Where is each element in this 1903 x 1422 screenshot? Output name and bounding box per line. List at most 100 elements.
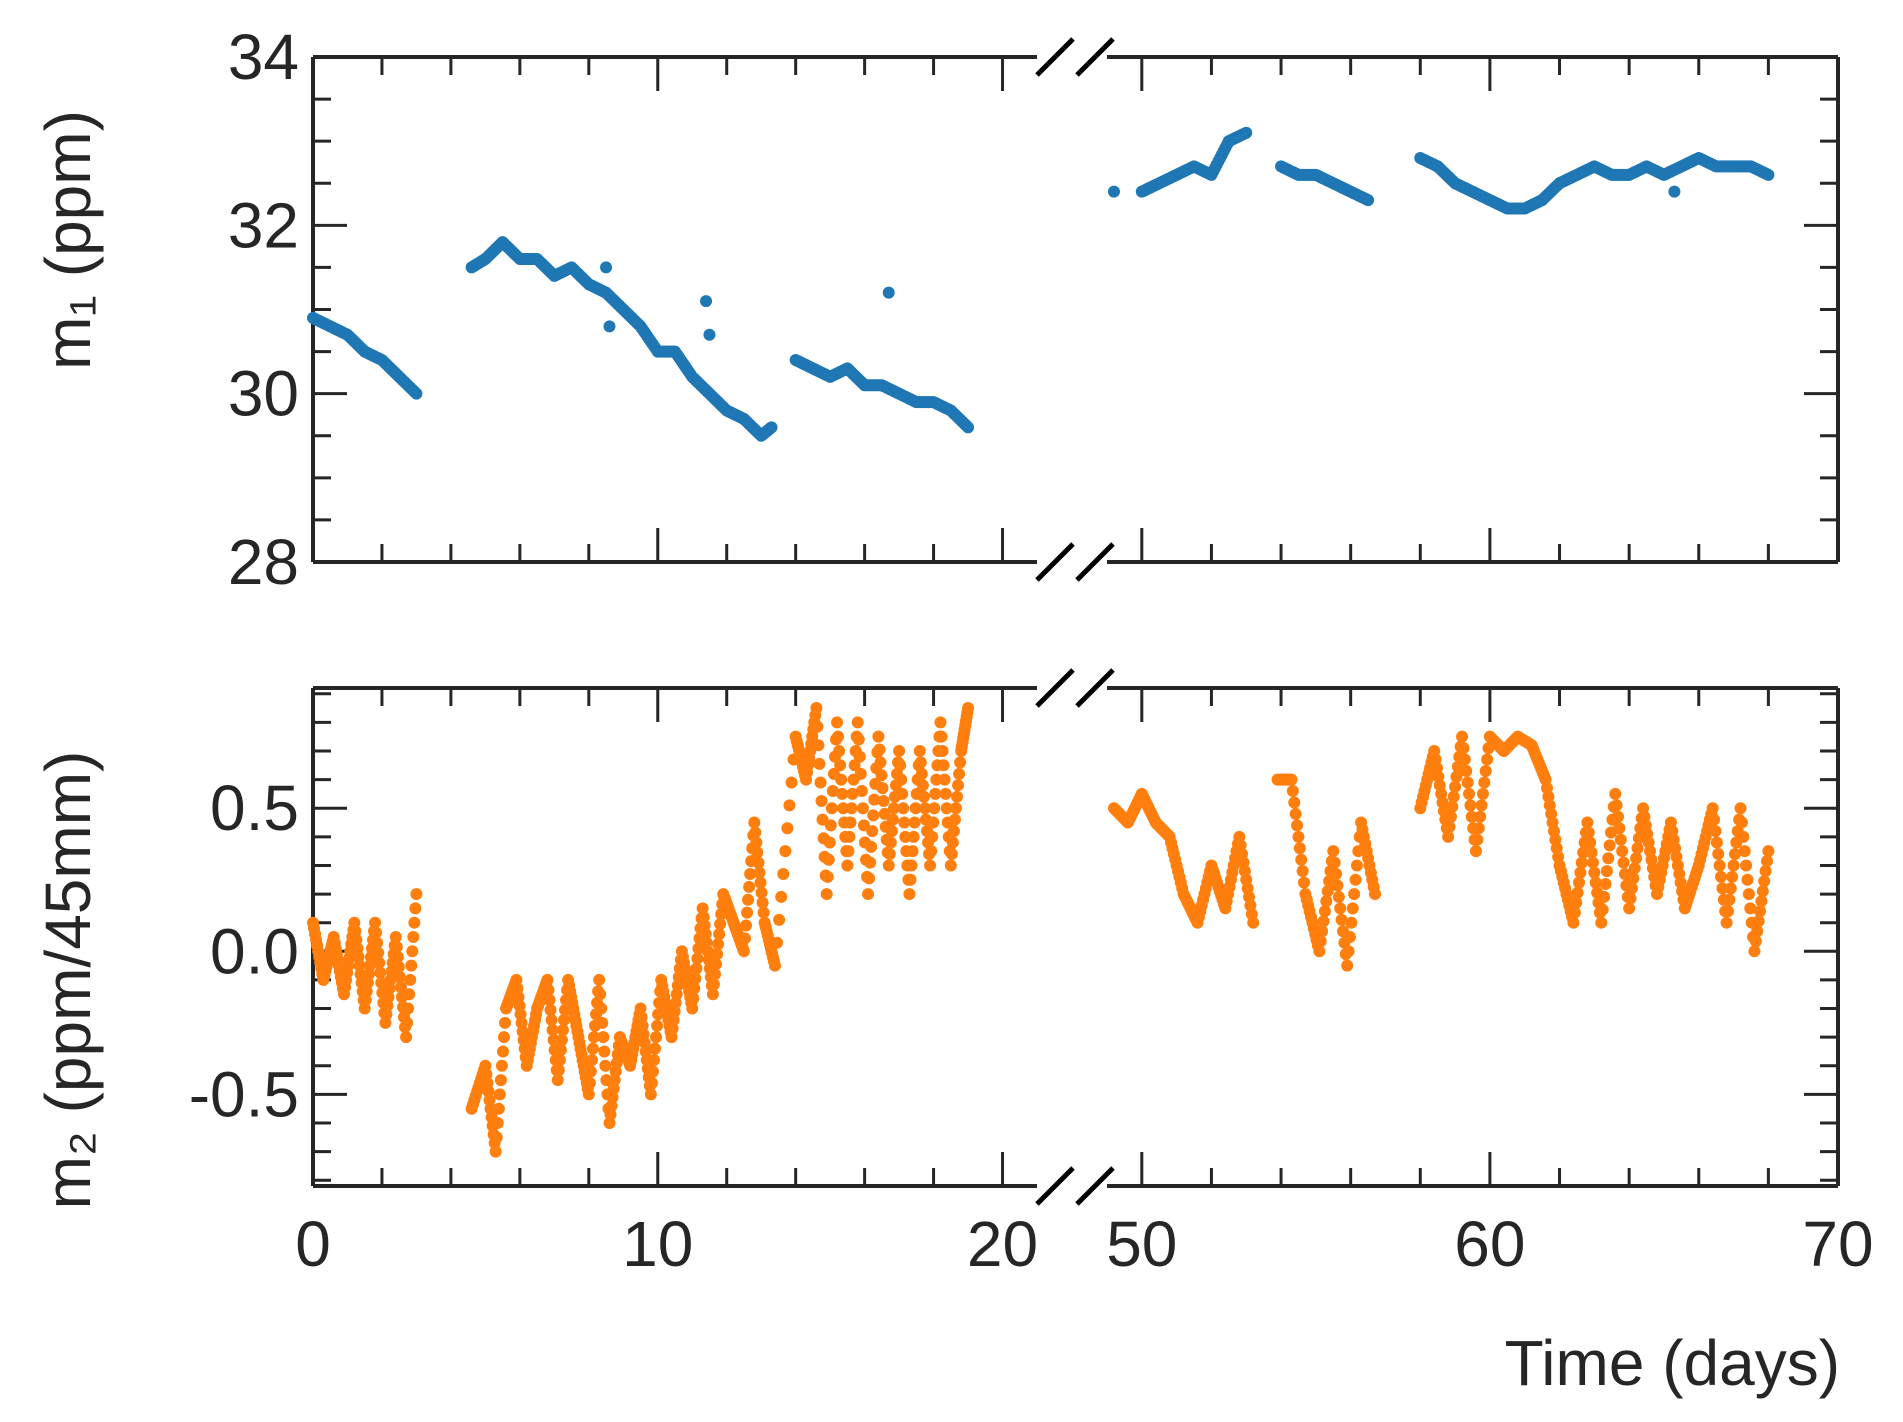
- data-point: [1722, 905, 1735, 918]
- data-point: [554, 1044, 567, 1057]
- data-point: [410, 888, 423, 901]
- data-point: [1461, 776, 1474, 789]
- data-point: [1318, 905, 1331, 918]
- data-point: [373, 956, 386, 969]
- data-point: [546, 1024, 559, 1037]
- data-point: [749, 826, 762, 839]
- data-point: [930, 773, 943, 786]
- data-point: [940, 802, 953, 815]
- series-top: [307, 126, 1775, 442]
- data-point: [832, 730, 845, 743]
- data-point: [1345, 916, 1358, 929]
- data-point: [752, 856, 765, 869]
- data-point: [924, 859, 937, 872]
- data-point: [405, 959, 418, 972]
- data-point: [1240, 126, 1253, 139]
- y-tick-label: 30: [228, 358, 299, 430]
- data-point: [1744, 902, 1757, 915]
- data-point: [771, 936, 784, 949]
- data-point: [593, 973, 606, 986]
- data-point: [741, 906, 754, 919]
- axis-break-mark: [1035, 1166, 1075, 1206]
- data-point: [389, 931, 402, 943]
- data-point: [374, 966, 387, 979]
- data-point: [686, 1002, 699, 1015]
- data-point: [1295, 853, 1308, 866]
- data-point: [1706, 802, 1719, 815]
- data-point: [936, 744, 949, 757]
- axis-break-mark: [1035, 542, 1075, 582]
- axis-break-mark: [1075, 37, 1115, 77]
- data-point: [738, 932, 751, 945]
- data-point: [714, 918, 727, 931]
- data-point: [406, 945, 419, 958]
- data-point: [1726, 870, 1739, 883]
- data-point: [410, 387, 423, 400]
- data-point: [1598, 890, 1611, 903]
- data-point: [962, 702, 975, 715]
- data-point-outlier: [603, 320, 616, 333]
- data-point: [586, 1042, 599, 1055]
- data-point: [1616, 845, 1629, 858]
- data-point: [644, 1088, 657, 1101]
- data-point: [1582, 826, 1595, 839]
- data-point: [825, 802, 838, 815]
- data-point: [865, 840, 878, 853]
- data-point: [740, 919, 753, 932]
- data-point: [824, 819, 837, 832]
- data-point: [1320, 895, 1333, 908]
- data-point: [1331, 879, 1344, 892]
- data-point: [587, 1031, 600, 1044]
- data-point: [551, 1074, 564, 1087]
- data-point: [401, 1016, 414, 1029]
- data-point: [873, 743, 886, 756]
- data-point: [835, 773, 848, 786]
- data-point: [773, 913, 786, 926]
- x-tick-label: 10: [622, 1208, 693, 1280]
- data-point: [1478, 776, 1491, 789]
- data-point: [1716, 882, 1729, 895]
- data-point: [1475, 799, 1488, 812]
- data-point: [544, 1003, 557, 1016]
- data-point: [1762, 168, 1775, 181]
- data-point: [781, 822, 794, 835]
- data-point: [946, 836, 959, 849]
- data-point: [1595, 916, 1608, 929]
- data-point: [743, 880, 756, 893]
- data-point: [929, 787, 942, 800]
- data-point: [1600, 865, 1613, 878]
- data-point: [1450, 770, 1463, 783]
- data-point: [834, 759, 847, 772]
- data-point: [914, 756, 927, 769]
- data-point: [754, 876, 767, 889]
- data-point: [1327, 845, 1340, 858]
- data-point: [1328, 856, 1341, 869]
- data-point: [1464, 799, 1477, 812]
- data-point-outlier: [600, 261, 613, 274]
- data-point: [846, 787, 859, 800]
- data-point: [1708, 813, 1721, 826]
- data-point: [821, 870, 834, 883]
- data-point: [409, 902, 422, 915]
- data-point-outlier: [700, 295, 713, 308]
- data-point: [737, 945, 750, 958]
- data-point: [1330, 868, 1343, 881]
- axis-break-mark: [1035, 37, 1075, 77]
- data-point: [909, 802, 922, 815]
- data-point: [1624, 892, 1637, 905]
- axis-break-mark: [1035, 668, 1075, 708]
- y-tick-label: 0.5: [210, 772, 299, 844]
- data-point: [1762, 845, 1775, 858]
- data-point: [403, 988, 416, 1001]
- data-point: [1585, 846, 1598, 859]
- data-point-outlier: [703, 328, 716, 341]
- data-point: [854, 767, 867, 780]
- data-point: [645, 1076, 658, 1089]
- data-point: [1285, 773, 1298, 786]
- data-point: [1603, 839, 1616, 852]
- data-point: [750, 836, 763, 849]
- data-point: [1627, 872, 1640, 885]
- data-point: [543, 993, 556, 1006]
- data-point: [934, 716, 947, 729]
- data-point: [822, 853, 835, 866]
